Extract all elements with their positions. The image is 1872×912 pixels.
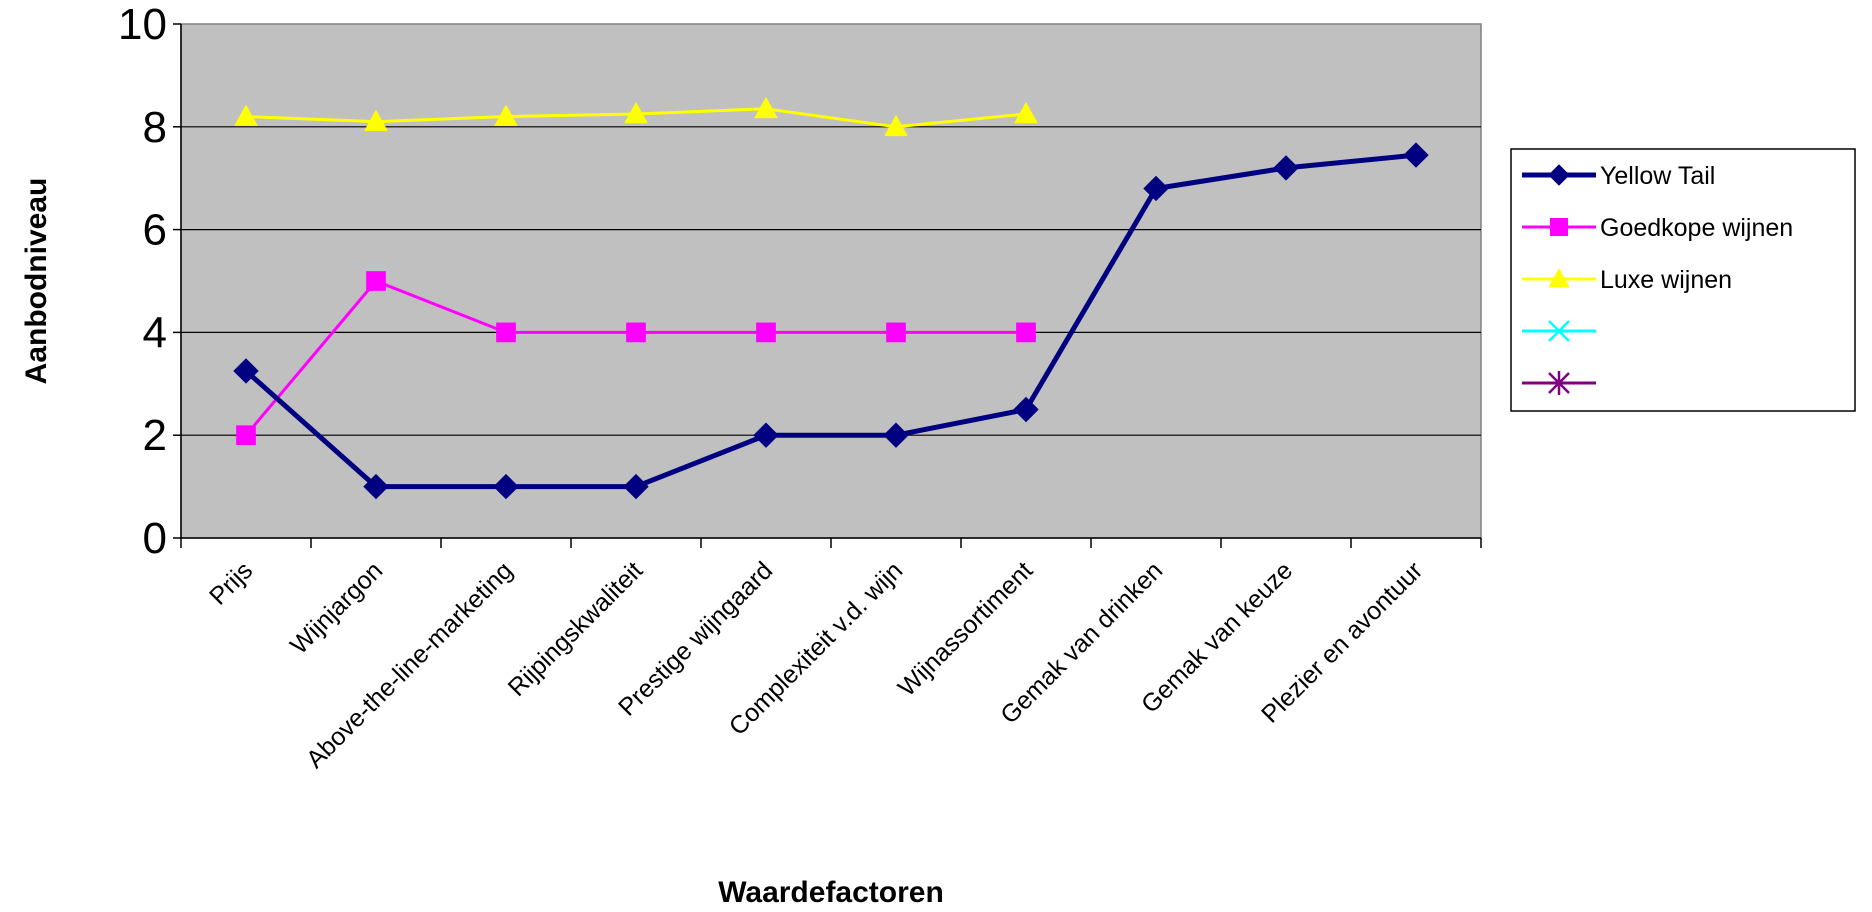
legend-item: Goedkope wijnen bbox=[1522, 214, 1793, 242]
data-point bbox=[1403, 142, 1429, 168]
legend-label: Luxe wijnen bbox=[1600, 266, 1732, 294]
data-point bbox=[756, 322, 776, 343]
plot-area bbox=[180, 23, 1482, 539]
data-point bbox=[753, 422, 779, 448]
data-point bbox=[1014, 101, 1038, 124]
data-point bbox=[754, 96, 778, 119]
y-tick-label: 0 bbox=[143, 514, 167, 563]
y-tick-label: 4 bbox=[143, 308, 167, 357]
y-tick-label: 10 bbox=[118, 0, 167, 49]
legend-item: Yellow Tail bbox=[1522, 162, 1715, 190]
data-point bbox=[233, 358, 259, 384]
y-tick-label: 8 bbox=[143, 103, 167, 152]
legend: Yellow Tail Goedkope wijnen Luxe wijnen bbox=[1510, 148, 1856, 412]
data-point bbox=[1013, 396, 1039, 423]
series-0 bbox=[233, 142, 1429, 500]
series-line bbox=[244, 152, 1417, 490]
legend-marker bbox=[1548, 371, 1570, 395]
legend-marker bbox=[1548, 320, 1570, 342]
legend-label: Goedkope wijnen bbox=[1600, 214, 1793, 242]
y-axis-title: Aanbodniveau bbox=[20, 178, 53, 385]
x-tick-label: Above-the-line-marketing bbox=[301, 556, 518, 773]
series-layer bbox=[233, 96, 1429, 500]
legend-marker bbox=[1550, 218, 1568, 236]
x-axis-title: Waardefactoren bbox=[718, 876, 944, 907]
x-tick-label: Wijnjargon bbox=[285, 556, 388, 659]
data-point bbox=[1143, 175, 1169, 202]
data-point bbox=[364, 109, 388, 131]
legend-item bbox=[1522, 371, 1596, 395]
x-tick-label: Rijpingskwaliteit bbox=[503, 556, 649, 702]
data-point bbox=[884, 114, 908, 137]
data-point bbox=[363, 473, 389, 500]
legend-item: Luxe wijnen bbox=[1522, 266, 1732, 294]
x-tick-label: Wijnassortiment bbox=[893, 556, 1039, 702]
data-point bbox=[234, 104, 258, 126]
data-point bbox=[623, 473, 649, 500]
y-tick-label: 2 bbox=[143, 411, 167, 460]
data-point bbox=[886, 322, 906, 343]
series-1 bbox=[236, 271, 1036, 446]
y-tick-label: 6 bbox=[143, 206, 167, 255]
legend-label: Yellow Tail bbox=[1600, 162, 1715, 190]
legend-marker bbox=[1548, 267, 1570, 288]
data-point bbox=[1016, 322, 1036, 343]
x-tick-label: Prijs bbox=[204, 556, 258, 610]
data-point bbox=[624, 101, 648, 124]
data-point bbox=[496, 322, 516, 343]
data-point bbox=[883, 422, 909, 448]
data-point bbox=[236, 425, 256, 446]
data-point bbox=[494, 104, 518, 126]
legend-marker bbox=[1548, 164, 1570, 186]
legend-item bbox=[1522, 320, 1596, 342]
data-point bbox=[626, 322, 646, 343]
data-point bbox=[1273, 155, 1299, 181]
data-point bbox=[366, 271, 386, 291]
data-point bbox=[493, 473, 519, 500]
series-2 bbox=[234, 96, 1038, 137]
